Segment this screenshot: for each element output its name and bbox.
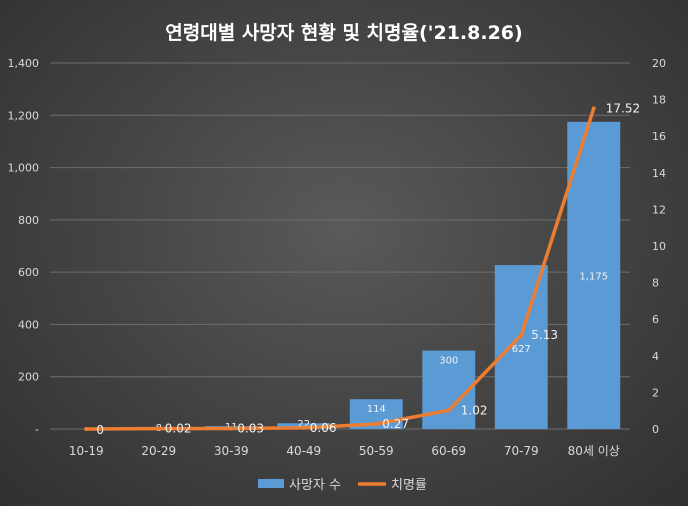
- series-line-fatality-rate: [84, 106, 596, 431]
- y-right-tick-label: 18: [652, 94, 666, 107]
- bar-value-label: 627: [512, 344, 531, 355]
- x-tick-label: 60-69: [431, 444, 466, 458]
- chart-title: 연령대별 사망자 현황 및 치명율('21.8.26): [165, 21, 522, 44]
- line-point: [591, 106, 596, 111]
- y-right-tick-label: 6: [652, 313, 659, 326]
- y-left-tick-label: 600: [18, 266, 39, 279]
- y-right-tick-label: 12: [652, 203, 666, 216]
- y-right-tick-label: 16: [652, 130, 666, 143]
- x-tick-label: 40-49: [286, 444, 321, 458]
- y-left-tick-label: 1,000: [8, 162, 40, 175]
- y-left-tick-label: 200: [18, 371, 39, 384]
- line-point: [374, 422, 379, 427]
- line-point: [84, 427, 89, 431]
- legend-bar-swatch: [258, 479, 284, 488]
- x-tick-label: 50-59: [359, 444, 394, 458]
- line-value-label: 0.27: [382, 417, 409, 431]
- line-value-label: 5.13: [531, 328, 558, 342]
- line-value-label: 17.52: [606, 101, 640, 115]
- bar-value-label: 1,175: [579, 271, 608, 282]
- x-tick-label: 10-19: [69, 444, 104, 458]
- x-tick-label: 30-39: [214, 444, 249, 458]
- y-right-tick-label: 10: [652, 240, 666, 253]
- y-right-tick-label: 4: [652, 350, 659, 363]
- line-value-label: 0.02: [165, 422, 192, 436]
- y-right-tick-label: 2: [652, 386, 659, 399]
- y-left-tick-label: 1,400: [8, 57, 40, 70]
- y-right-tick-label: 8: [652, 277, 659, 290]
- bar: [567, 121, 621, 430]
- bar: [494, 265, 548, 429]
- x-tick-label: 70-79: [504, 444, 539, 458]
- line-point: [519, 333, 524, 338]
- y-right-tick-label: 20: [652, 57, 666, 70]
- y-right-tick-label: 0: [652, 423, 659, 436]
- y-left-tick-label: -: [35, 423, 39, 436]
- y-right-tick-label: 14: [652, 167, 666, 180]
- line-value-label: 0.03: [237, 421, 264, 435]
- y-left-tick-label: 400: [18, 318, 39, 331]
- line-value-label: 0: [96, 423, 104, 437]
- x-tick-label: 20-29: [141, 444, 176, 458]
- legend-line-label: 치명률: [391, 478, 427, 493]
- line-point: [301, 425, 306, 430]
- line-point: [229, 426, 234, 431]
- bar-value-label: 300: [439, 356, 458, 367]
- bar-value-label: 22: [297, 419, 310, 430]
- line-point: [446, 408, 451, 413]
- bar-value-label: 114: [367, 404, 386, 415]
- line-value-label: 0.06: [310, 421, 337, 435]
- line-point: [156, 426, 161, 431]
- legend-bar-label: 사망자 수: [289, 478, 341, 493]
- y-left-tick-label: 1,200: [8, 109, 40, 122]
- x-tick-label: 80세 이상: [568, 444, 620, 458]
- y-left-tick-label: 800: [18, 214, 39, 227]
- line-value-label: 1.02: [461, 403, 488, 417]
